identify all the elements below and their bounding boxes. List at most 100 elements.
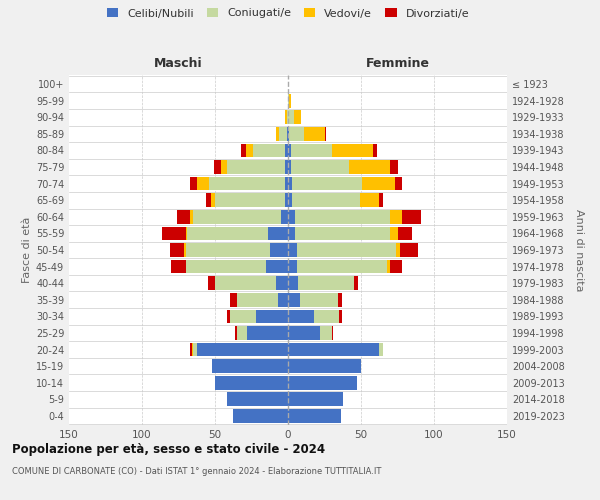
Bar: [237, 326, 247, 340]
Bar: [230, 293, 237, 306]
Bar: [256, 310, 288, 323]
Bar: [277, 276, 288, 290]
Bar: [288, 326, 320, 340]
Bar: [211, 194, 215, 207]
Bar: [285, 177, 288, 190]
Bar: [354, 276, 358, 290]
Bar: [297, 260, 387, 274]
Bar: [197, 177, 209, 190]
Bar: [266, 260, 288, 274]
Bar: [390, 160, 398, 174]
Bar: [197, 342, 288, 356]
Bar: [400, 243, 418, 257]
Bar: [253, 144, 285, 158]
Bar: [233, 409, 288, 422]
Text: Femmine: Femmine: [365, 57, 430, 70]
Bar: [215, 276, 277, 290]
Bar: [287, 110, 288, 124]
Bar: [288, 310, 314, 323]
Bar: [186, 226, 187, 240]
Bar: [171, 260, 186, 274]
Y-axis label: Fasce di età: Fasce di età: [22, 217, 32, 283]
Bar: [241, 144, 245, 158]
Bar: [278, 293, 288, 306]
Bar: [387, 260, 390, 274]
Bar: [288, 260, 297, 274]
Bar: [170, 243, 184, 257]
Bar: [379, 194, 383, 207]
Bar: [297, 243, 396, 257]
Bar: [292, 194, 359, 207]
Bar: [271, 243, 288, 257]
Bar: [227, 160, 285, 174]
Bar: [291, 144, 332, 158]
Y-axis label: Anni di nascita: Anni di nascita: [574, 208, 584, 291]
Bar: [291, 160, 349, 174]
Bar: [373, 144, 377, 158]
Bar: [215, 194, 285, 207]
Bar: [288, 144, 291, 158]
Bar: [288, 409, 341, 422]
Text: Popolazione per età, sesso e stato civile - 2024: Popolazione per età, sesso e stato civil…: [12, 442, 325, 456]
Bar: [277, 127, 279, 140]
Bar: [395, 177, 402, 190]
Bar: [402, 210, 421, 224]
Bar: [314, 310, 339, 323]
Bar: [288, 127, 289, 140]
Bar: [359, 194, 379, 207]
Bar: [295, 210, 390, 224]
Bar: [288, 342, 379, 356]
Bar: [184, 243, 186, 257]
Bar: [288, 194, 292, 207]
Bar: [332, 326, 333, 340]
Bar: [288, 243, 297, 257]
Bar: [390, 210, 402, 224]
Bar: [245, 144, 253, 158]
Bar: [292, 177, 362, 190]
Bar: [320, 326, 332, 340]
Bar: [186, 243, 271, 257]
Bar: [268, 226, 288, 240]
Legend: Celibi/Nubili, Coniugati/e, Vedovi/e, Divorziati/e: Celibi/Nubili, Coniugati/e, Vedovi/e, Di…: [107, 8, 469, 18]
Bar: [288, 94, 289, 108]
Bar: [285, 194, 288, 207]
Bar: [390, 260, 402, 274]
Bar: [193, 342, 197, 356]
Bar: [288, 177, 292, 190]
Bar: [285, 160, 288, 174]
Bar: [288, 110, 294, 124]
Bar: [285, 144, 288, 158]
Bar: [235, 326, 237, 340]
Bar: [288, 293, 299, 306]
Bar: [227, 392, 288, 406]
Bar: [163, 226, 186, 240]
Bar: [288, 392, 343, 406]
Bar: [332, 144, 373, 158]
Bar: [206, 194, 211, 207]
Bar: [295, 226, 390, 240]
Bar: [325, 127, 326, 140]
Text: Maschi: Maschi: [154, 57, 203, 70]
Bar: [396, 243, 400, 257]
Bar: [186, 260, 266, 274]
Bar: [214, 160, 221, 174]
Bar: [338, 293, 342, 306]
Bar: [298, 276, 354, 290]
Bar: [288, 210, 295, 224]
Bar: [339, 310, 342, 323]
Bar: [190, 210, 193, 224]
Bar: [227, 310, 230, 323]
Bar: [390, 226, 398, 240]
Bar: [288, 376, 356, 390]
Bar: [289, 94, 291, 108]
Bar: [281, 210, 288, 224]
Bar: [190, 177, 197, 190]
Bar: [177, 210, 190, 224]
Bar: [304, 127, 325, 140]
Bar: [299, 293, 338, 306]
Bar: [209, 177, 285, 190]
Bar: [279, 127, 287, 140]
Bar: [215, 376, 288, 390]
Bar: [289, 127, 304, 140]
Bar: [362, 177, 395, 190]
